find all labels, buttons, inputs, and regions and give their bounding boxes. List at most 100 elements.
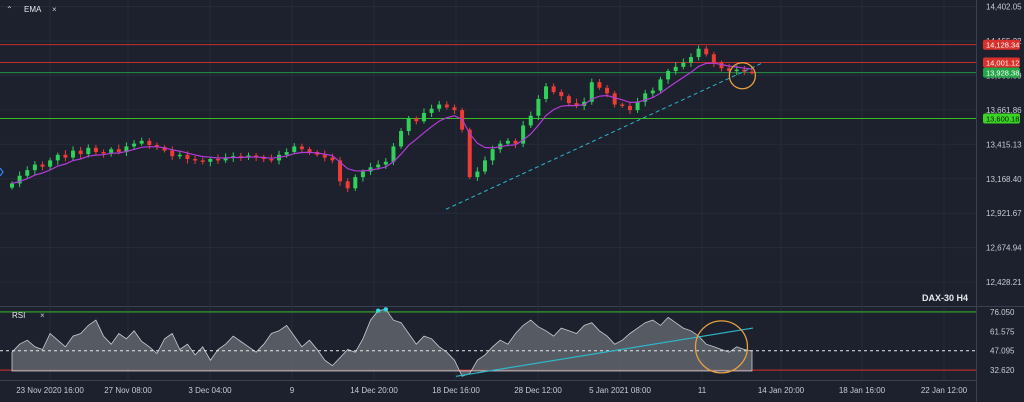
candle-body-77 [597,82,602,88]
rsi-group [0,307,976,377]
time-tick-label-0: 23 Nov 2020 16:00 [16,386,84,395]
level-badge-label-1: 14,001.12 [986,58,1019,67]
price-panel[interactable] [0,0,976,305]
candle-body-3 [32,164,37,171]
ema-label: EMA [24,5,42,14]
scroll-left-icon[interactable] [0,167,4,177]
candle-body-42 [330,157,335,161]
grid [0,0,976,380]
candle-body-79 [612,93,617,105]
symbol-watermark: DAX-30 H4 [922,293,968,303]
candle-body-67 [521,125,526,144]
price-tick-label-4: 13,415.13 [986,140,1022,149]
candle-body-72 [559,91,564,97]
price-trendline-group [445,62,764,210]
price-levels [0,44,976,119]
candle-body-51 [399,131,404,147]
level-badge-3 [983,113,1020,124]
candle-body-71 [551,86,556,92]
candle-body-89 [688,57,693,63]
rsi-overbought-mark-48 [375,308,381,313]
candle-body-84 [650,90,655,94]
price-tick-label-6: 12,921.67 [986,209,1022,218]
rsi-indicator-header[interactable]: RSI × [12,311,45,320]
rsi-overbought-mark-49 [383,307,389,312]
rsi-close-icon[interactable]: × [40,311,45,320]
level-badge-2 [983,67,1020,78]
candle-body-37 [292,146,297,152]
candle-body-32 [254,155,259,157]
time-tick-label-9: 14 Jan 20:00 [758,386,805,395]
rsi-tick-label-0: 76.050 [990,308,1015,317]
rsi-trendline [455,327,754,377]
candles [10,45,754,192]
candle-body-54 [421,112,426,122]
time-tick-label-11: 22 Jan 12:00 [921,386,968,395]
candle-body-4 [40,164,45,167]
candle-body-41 [322,154,327,158]
time-tick-label-2: 3 Dec 04:00 [188,386,232,395]
candle-body-86 [666,71,671,80]
candle-body-48 [376,164,381,168]
candle-body-1 [17,175,22,184]
candle-body-28 [223,157,228,161]
candle-body-57 [444,104,449,108]
candle-body-8 [71,150,76,158]
candle-body-82 [635,101,640,111]
candle-body-50 [391,146,396,162]
candle-body-22 [177,154,182,157]
candle-body-83 [643,93,648,102]
price-tick-label-0: 14,402.05 [986,3,1022,12]
candle-body-87 [673,66,678,72]
ema-close-icon[interactable]: × [52,5,57,14]
price-tick-label-8: 12,428.21 [986,278,1022,287]
level-badge-label-0: 14,128.34 [986,41,1019,50]
rsi-tick-label-2: 47.095 [990,347,1015,356]
candle-body-68 [528,115,533,126]
ema-line [11,62,753,184]
candle-body-90 [696,48,701,58]
candle-body-11 [93,147,98,152]
candle-body-38 [299,146,304,150]
time-tick-label-10: 18 Jan 16:00 [839,386,886,395]
level-badge-label-2: 13,928.38 [986,69,1019,78]
candle-body-93 [719,62,724,69]
candle-body-13 [109,149,114,154]
price-tick-label-3: 13,661.86 [986,106,1022,115]
candle-body-92 [711,54,716,63]
price-tick-label-7: 12,674.94 [986,244,1022,253]
candle-body-24 [193,158,198,161]
candle-body-88 [681,62,686,67]
candle-body-66 [513,140,518,144]
candle-body-96 [742,69,747,72]
candle-body-95 [734,69,739,72]
level-badge-label-3: 13,600.18 [986,114,1019,123]
ema-collapse-icon[interactable]: ⌃ [6,5,13,14]
candle-body-0 [10,183,14,188]
level-badges: 14,128.34 14,001.12 13,928.38 13,600.18 [983,39,1020,124]
rsi-axis-labels: 76.050 61.575 47.095 32.620 [990,308,1015,375]
candle-body-56 [437,104,442,109]
time-tick-label-3: 9 [290,386,295,395]
rsi-label: RSI [12,311,25,320]
candle-body-2 [25,170,30,176]
ema-indicator-header[interactable]: ⌃ EMA × [6,5,57,14]
price-highlight-circle [728,62,757,90]
candle-body-7 [63,154,68,158]
candle-body-12 [101,152,106,154]
candle-body-34 [269,158,274,161]
candle-body-61 [475,171,480,178]
candle-body-9 [78,150,83,155]
candle-body-47 [368,167,373,172]
candle-body-46 [360,171,365,178]
candle-body-39 [307,149,312,152]
time-tick-label-5: 18 Dec 16:00 [432,386,480,395]
candle-body-91 [704,48,709,55]
candle-body-36 [284,152,289,155]
candle-body-52 [406,118,411,132]
rsi-highlight-circle [694,320,749,374]
candle-body-25 [200,160,205,162]
time-tick-label-6: 28 Dec 12:00 [514,386,562,395]
